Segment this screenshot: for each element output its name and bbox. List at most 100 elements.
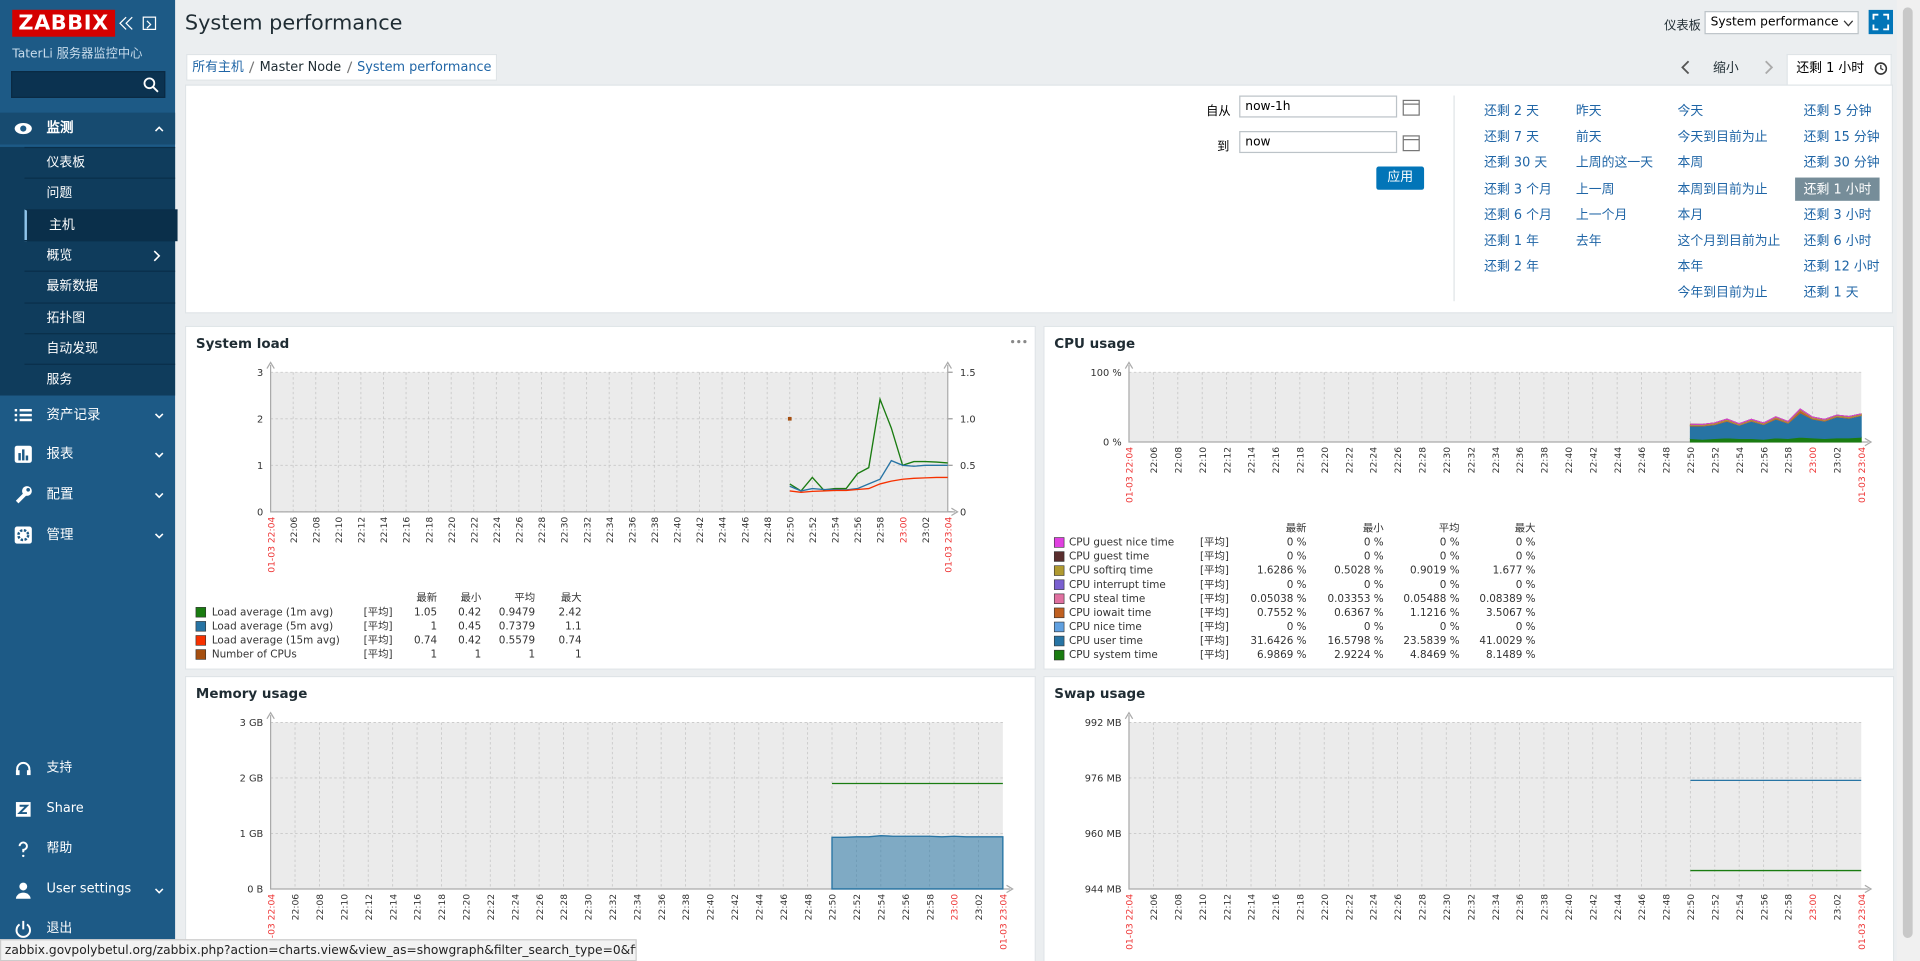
- quick-range[interactable]: 本周: [1677, 155, 1704, 171]
- quick-range[interactable]: 还剩 1 小时: [1795, 177, 1881, 201]
- quick-range[interactable]: 还剩 12 小时: [1803, 259, 1880, 275]
- scrollbar: [1896, 0, 1920, 961]
- quick-range[interactable]: 本年: [1677, 259, 1704, 275]
- icon: [15, 920, 31, 938]
- legend-value: 0 %: [1364, 551, 1384, 563]
- quick-range[interactable]: 还剩 3 个月: [1484, 181, 1552, 197]
- quick-range[interactable]: 上一周: [1575, 181, 1615, 197]
- logo[interactable]: ZABBIX: [12, 9, 115, 37]
- menu-label: 配置: [46, 486, 74, 503]
- x-tick-label: 22:48: [803, 894, 814, 921]
- quick-range[interactable]: 今天: [1677, 104, 1704, 119]
- y-tick-label: 960 MB: [1085, 829, 1122, 840]
- area: [1690, 408, 1862, 425]
- quick-range[interactable]: 还剩 6 小时: [1803, 233, 1872, 249]
- quick-range[interactable]: 还剩 2 天: [1484, 104, 1540, 119]
- y2-tick-label: 1.5: [960, 368, 976, 379]
- legend-value: 0.5028 %: [1334, 565, 1384, 577]
- submenu-item[interactable]: 自动发现: [24, 332, 176, 365]
- legend-value: 0 %: [1287, 537, 1307, 549]
- legend-value: 3.5067 %: [1486, 607, 1536, 619]
- x-tick-label: 22:06: [1149, 894, 1160, 921]
- x-tick-label: 22:46: [1637, 447, 1648, 474]
- submenu-item[interactable]: 问题: [24, 177, 176, 210]
- quick-range[interactable]: 今年到目前为止: [1677, 285, 1768, 301]
- submenu-item[interactable]: 仪表板: [24, 146, 176, 179]
- submenu-label: 拓扑图: [46, 310, 86, 326]
- legend-value: 2.42: [558, 606, 581, 618]
- x-tick-label: 22:30: [1442, 447, 1453, 474]
- quick-range[interactable]: 今天到目前为止: [1677, 130, 1768, 145]
- quick-range[interactable]: 上周的这一天: [1575, 155, 1654, 171]
- search-box[interactable]: [11, 71, 166, 98]
- menu-item[interactable]: User settings: [0, 874, 175, 906]
- quick-range[interactable]: 这个月到目前为止: [1677, 233, 1781, 249]
- icon: [15, 882, 31, 899]
- y-tick-label: 992 MB: [1085, 718, 1122, 729]
- x-tick-label: 22:34: [1491, 447, 1502, 474]
- x-tick-label: 22:58: [1784, 894, 1795, 921]
- legend-value: 0.7379: [499, 620, 535, 632]
- quick-range[interactable]: 还剩 30 分钟: [1803, 155, 1880, 171]
- legend-value: 0.9019 %: [1410, 565, 1460, 577]
- menu-item[interactable]: 管理: [0, 519, 175, 551]
- submenu-item[interactable]: 拓扑图: [24, 301, 176, 334]
- time-tab[interactable]: 还剩 1 小时: [1786, 53, 1892, 86]
- breadcrumb-item[interactable]: Master Node: [259, 60, 342, 75]
- quick-range[interactable]: 去年: [1575, 233, 1602, 249]
- legend-value: 0.9479: [499, 606, 535, 618]
- x-tick-label: 22:54: [831, 517, 842, 544]
- y-tick-label: 2 GB: [240, 774, 264, 785]
- dashboard-select[interactable]: System performance: [1704, 11, 1859, 35]
- menu-item[interactable]: 退出: [0, 913, 175, 945]
- quick-range[interactable]: 还剩 6 个月: [1484, 207, 1552, 223]
- quick-range[interactable]: 还剩 2 年: [1484, 259, 1540, 275]
- quick-range[interactable]: 还剩 5 分钟: [1803, 104, 1872, 119]
- menu-item[interactable]: 资产记录: [0, 399, 175, 431]
- apply-button[interactable]: 应用: [1376, 166, 1425, 190]
- x-tick-label: 22:06: [1149, 447, 1160, 474]
- legend-name: CPU nice time: [1069, 621, 1142, 633]
- legend-header: 平均: [1439, 522, 1460, 534]
- submenu-item[interactable]: 概览: [24, 239, 176, 272]
- quick-range[interactable]: 还剩 15 分钟: [1803, 130, 1880, 145]
- submenu-item[interactable]: 服务: [24, 363, 176, 396]
- quick-range[interactable]: 还剩 30 天: [1484, 155, 1548, 171]
- menu-item[interactable]: 配置: [0, 479, 175, 511]
- quick-range[interactable]: 本周到目前为止: [1677, 181, 1768, 197]
- breadcrumb-item[interactable]: 所有主机: [192, 60, 244, 75]
- legend-value: 0 %: [1516, 537, 1536, 549]
- fullscreen-button[interactable]: [1868, 9, 1894, 35]
- axis-arrow: [1124, 711, 1873, 894]
- quick-range[interactable]: 还剩 1 天: [1803, 285, 1859, 301]
- from-input[interactable]: now-1h: [1239, 95, 1398, 118]
- quick-range[interactable]: 还剩 1 年: [1484, 233, 1540, 249]
- menu-item[interactable]: 报表: [0, 438, 175, 470]
- quick-range[interactable]: 前天: [1575, 130, 1602, 145]
- calendar-icons[interactable]: [1402, 98, 1422, 154]
- submenu-item[interactable]: 最新数据: [24, 270, 176, 303]
- time-arrows[interactable]: [1678, 59, 1781, 76]
- zoom-out[interactable]: 缩小: [1713, 61, 1739, 76]
- widget-menu[interactable]: [1010, 338, 1027, 345]
- x-tick-label: 22:52: [852, 894, 863, 920]
- legend-value: 6.9869 %: [1257, 649, 1307, 661]
- submenu-item[interactable]: 主机: [24, 208, 178, 241]
- legend-function: [平均]: [1200, 565, 1229, 577]
- quick-range[interactable]: 上一个月: [1575, 207, 1628, 223]
- to-input[interactable]: now: [1239, 131, 1398, 154]
- legend-value: 1.1: [565, 620, 582, 632]
- sidebar-controls[interactable]: [118, 15, 160, 32]
- menu-item[interactable]: 帮助: [0, 834, 175, 866]
- quick-range[interactable]: 本月: [1677, 207, 1704, 223]
- menu-item[interactable]: 支持: [0, 753, 175, 785]
- breadcrumb-item[interactable]: System performance: [357, 60, 492, 75]
- icon: [14, 408, 32, 422]
- quick-range[interactable]: 昨天: [1575, 104, 1602, 119]
- menu-item[interactable]: 监测: [0, 112, 176, 145]
- y2-tick-label: 0: [960, 508, 966, 519]
- legend-name: CPU system time: [1069, 649, 1158, 661]
- quick-range[interactable]: 还剩 3 小时: [1803, 207, 1872, 223]
- quick-range[interactable]: 还剩 7 天: [1484, 130, 1540, 145]
- menu-item[interactable]: Share: [0, 793, 175, 825]
